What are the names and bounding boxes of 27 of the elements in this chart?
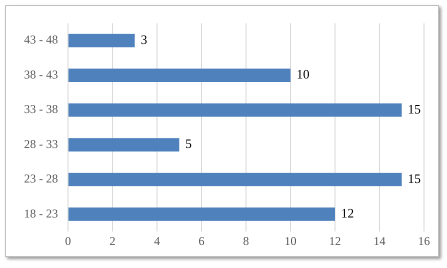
bar (68, 34, 135, 48)
data-label: 12 (341, 206, 354, 221)
x-tick-label: 10 (284, 234, 296, 248)
x-tick-label: 0 (64, 234, 71, 248)
x-tick-label: 8 (243, 234, 249, 248)
bar (68, 138, 180, 152)
y-tick-label: 18 - 23 (24, 206, 58, 220)
x-tick-label: 4 (154, 234, 160, 248)
bar (68, 103, 402, 117)
data-label: 15 (408, 101, 421, 116)
y-tick-label: 33 - 38 (24, 102, 58, 116)
x-tick-label: 2 (109, 234, 116, 248)
x-tick-label: 12 (329, 234, 341, 248)
bar (68, 172, 402, 186)
y-tick-label: 23 - 28 (24, 172, 58, 186)
data-label: 3 (140, 32, 148, 47)
data-label: 10 (296, 66, 310, 82)
x-tick-label: 6 (198, 234, 204, 248)
x-tick-label: 14 (374, 234, 386, 248)
data-label: 15 (408, 170, 421, 186)
y-tick-label: 38 - 43 (24, 67, 58, 82)
y-tick-label: 28 - 33 (24, 136, 58, 151)
data-label: 5 (185, 136, 192, 152)
x-tick-label: 16 (418, 234, 430, 248)
y-tick-label: 43 - 48 (24, 32, 58, 47)
bar (68, 208, 335, 221)
bar (68, 68, 290, 82)
